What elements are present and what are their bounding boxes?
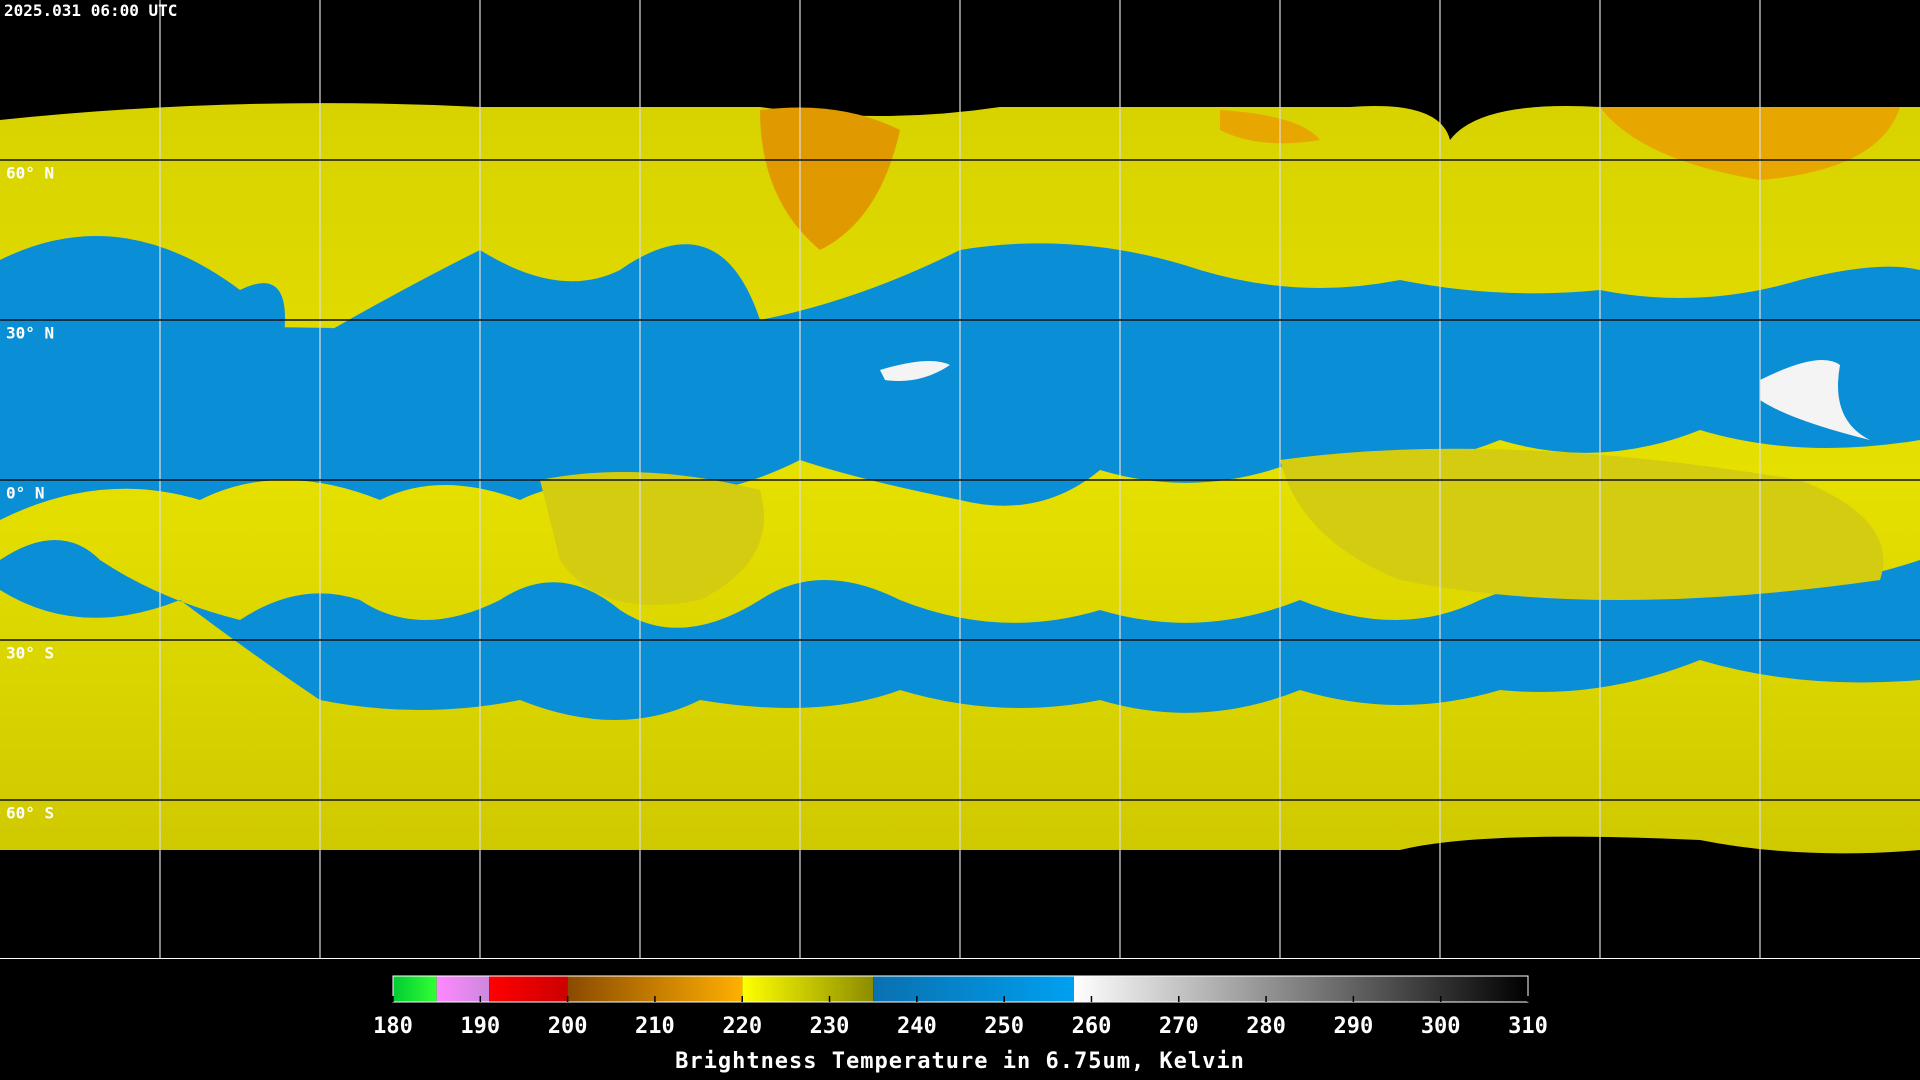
colorbar-tick-label: 260: [1072, 1014, 1112, 1039]
colorbar-tick-label: 210: [635, 1014, 675, 1039]
latitude-label: 60° N: [6, 164, 54, 183]
latitude-label: 60° S: [6, 804, 54, 823]
colorbar-tick-label: 310: [1508, 1014, 1548, 1039]
colorbar-tick-label: 280: [1246, 1014, 1286, 1039]
latitude-label: 30° S: [6, 644, 54, 663]
colorbar-tick-label: 190: [460, 1014, 500, 1039]
colorbar-tick-label: 270: [1159, 1014, 1199, 1039]
latitude-label: 30° N: [6, 324, 54, 343]
colorbar-segment: [1074, 976, 1528, 1002]
colorbar-segment: [873, 976, 1074, 1002]
tropical-cloud: [1280, 448, 1884, 600]
colorbar-tick-label: 290: [1334, 1014, 1374, 1039]
colorbar-tick-label: 240: [897, 1014, 937, 1039]
colorbar-segment: [742, 976, 874, 1002]
map-border: [0, 958, 1920, 959]
colorbar-tick-label: 230: [810, 1014, 850, 1039]
timestamp: 2025.031 06:00 UTC: [4, 1, 177, 20]
colorbar: 180 190 200 210 220 230 240 250 260 270 280 290 300 3…: [373, 975, 1548, 1039]
colorbar-segment: [436, 976, 490, 1002]
colorbar-segment: [393, 976, 437, 1002]
tropical-cloud: [540, 472, 764, 605]
colorbar-segment: [489, 976, 568, 1002]
colorbar-tick-label: 220: [722, 1014, 762, 1039]
cold-cloud: [1220, 107, 1900, 180]
colorbar-tick-label: 300: [1421, 1014, 1461, 1039]
colorbar-tick-label: 200: [548, 1014, 588, 1039]
colorbar-tick-label: 250: [984, 1014, 1024, 1039]
latitude-label: 0° N: [6, 484, 45, 503]
warm-band-north: [0, 326, 600, 434]
colorbar-frame: [392, 975, 1529, 1003]
cold-cloud: [760, 107, 900, 250]
colorbar-tick-label: 180: [373, 1014, 413, 1039]
latitude-lines: 60° N 30° N 0° N 30° S 60° S: [0, 159, 1920, 823]
colorbar-title: Brightness Temperature in 6.75um, Kelvin: [675, 1049, 1245, 1074]
